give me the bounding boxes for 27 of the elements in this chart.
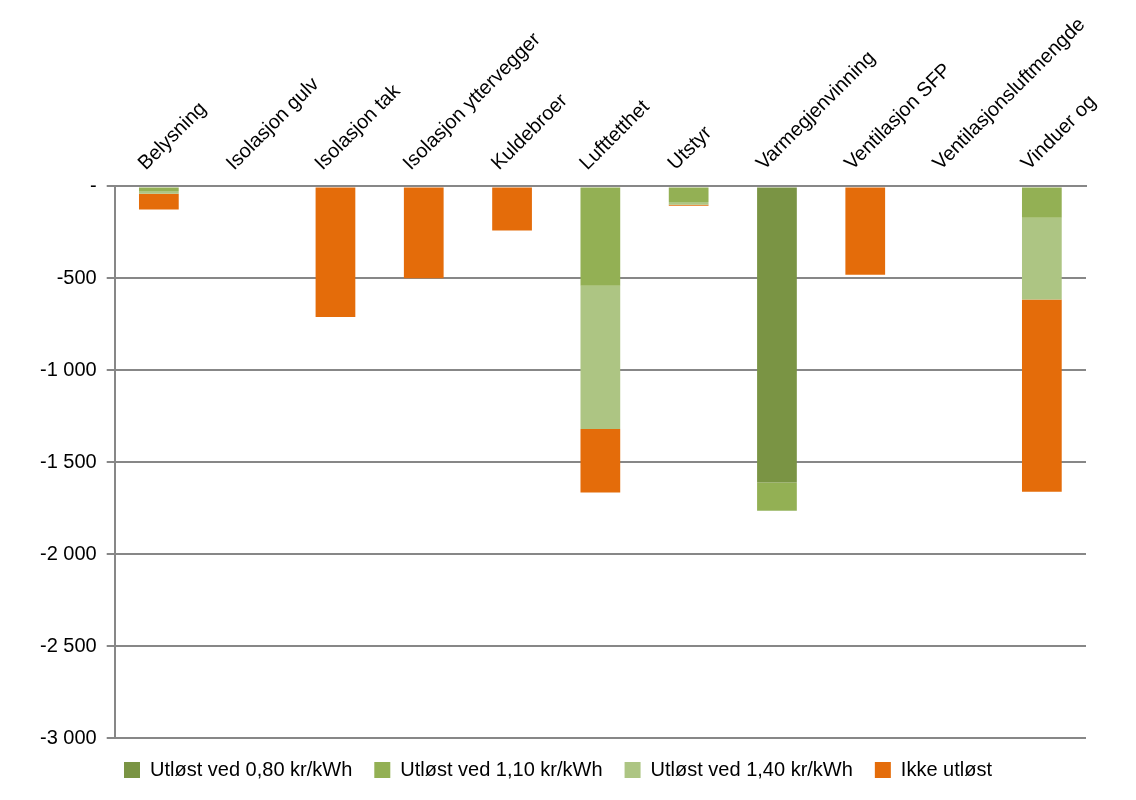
bar <box>580 285 621 430</box>
bar <box>138 187 179 192</box>
legend-label: Utløst ved 1,10 kr/kWh <box>400 757 603 780</box>
legend-label: Utløst ved 1,40 kr/kWh <box>650 757 853 780</box>
bar <box>138 193 179 210</box>
y-tick-label: -2 000 <box>39 541 97 564</box>
bar <box>1021 299 1062 492</box>
bar <box>668 187 709 203</box>
bar <box>757 187 797 483</box>
bar <box>580 187 621 286</box>
bar <box>757 482 797 511</box>
bar <box>403 187 444 279</box>
y-tick-label: -1 000 <box>39 357 97 380</box>
bar <box>492 187 532 231</box>
bar <box>315 187 356 317</box>
bar <box>138 191 179 194</box>
bar <box>580 429 621 493</box>
y-tick-label: -500 <box>56 265 97 288</box>
legend-label: Ikke utløst <box>900 757 993 780</box>
bar <box>1021 187 1062 218</box>
bar <box>845 187 886 275</box>
y-tick-label: - <box>90 173 97 196</box>
y-tick-label: -2 500 <box>39 633 97 656</box>
bar <box>1021 217 1062 300</box>
legend-label: Utløst ved 0,80 kr/kWh <box>150 757 353 780</box>
y-tick-label: -1 500 <box>39 449 97 472</box>
y-tick-label: -3 000 <box>39 725 97 748</box>
